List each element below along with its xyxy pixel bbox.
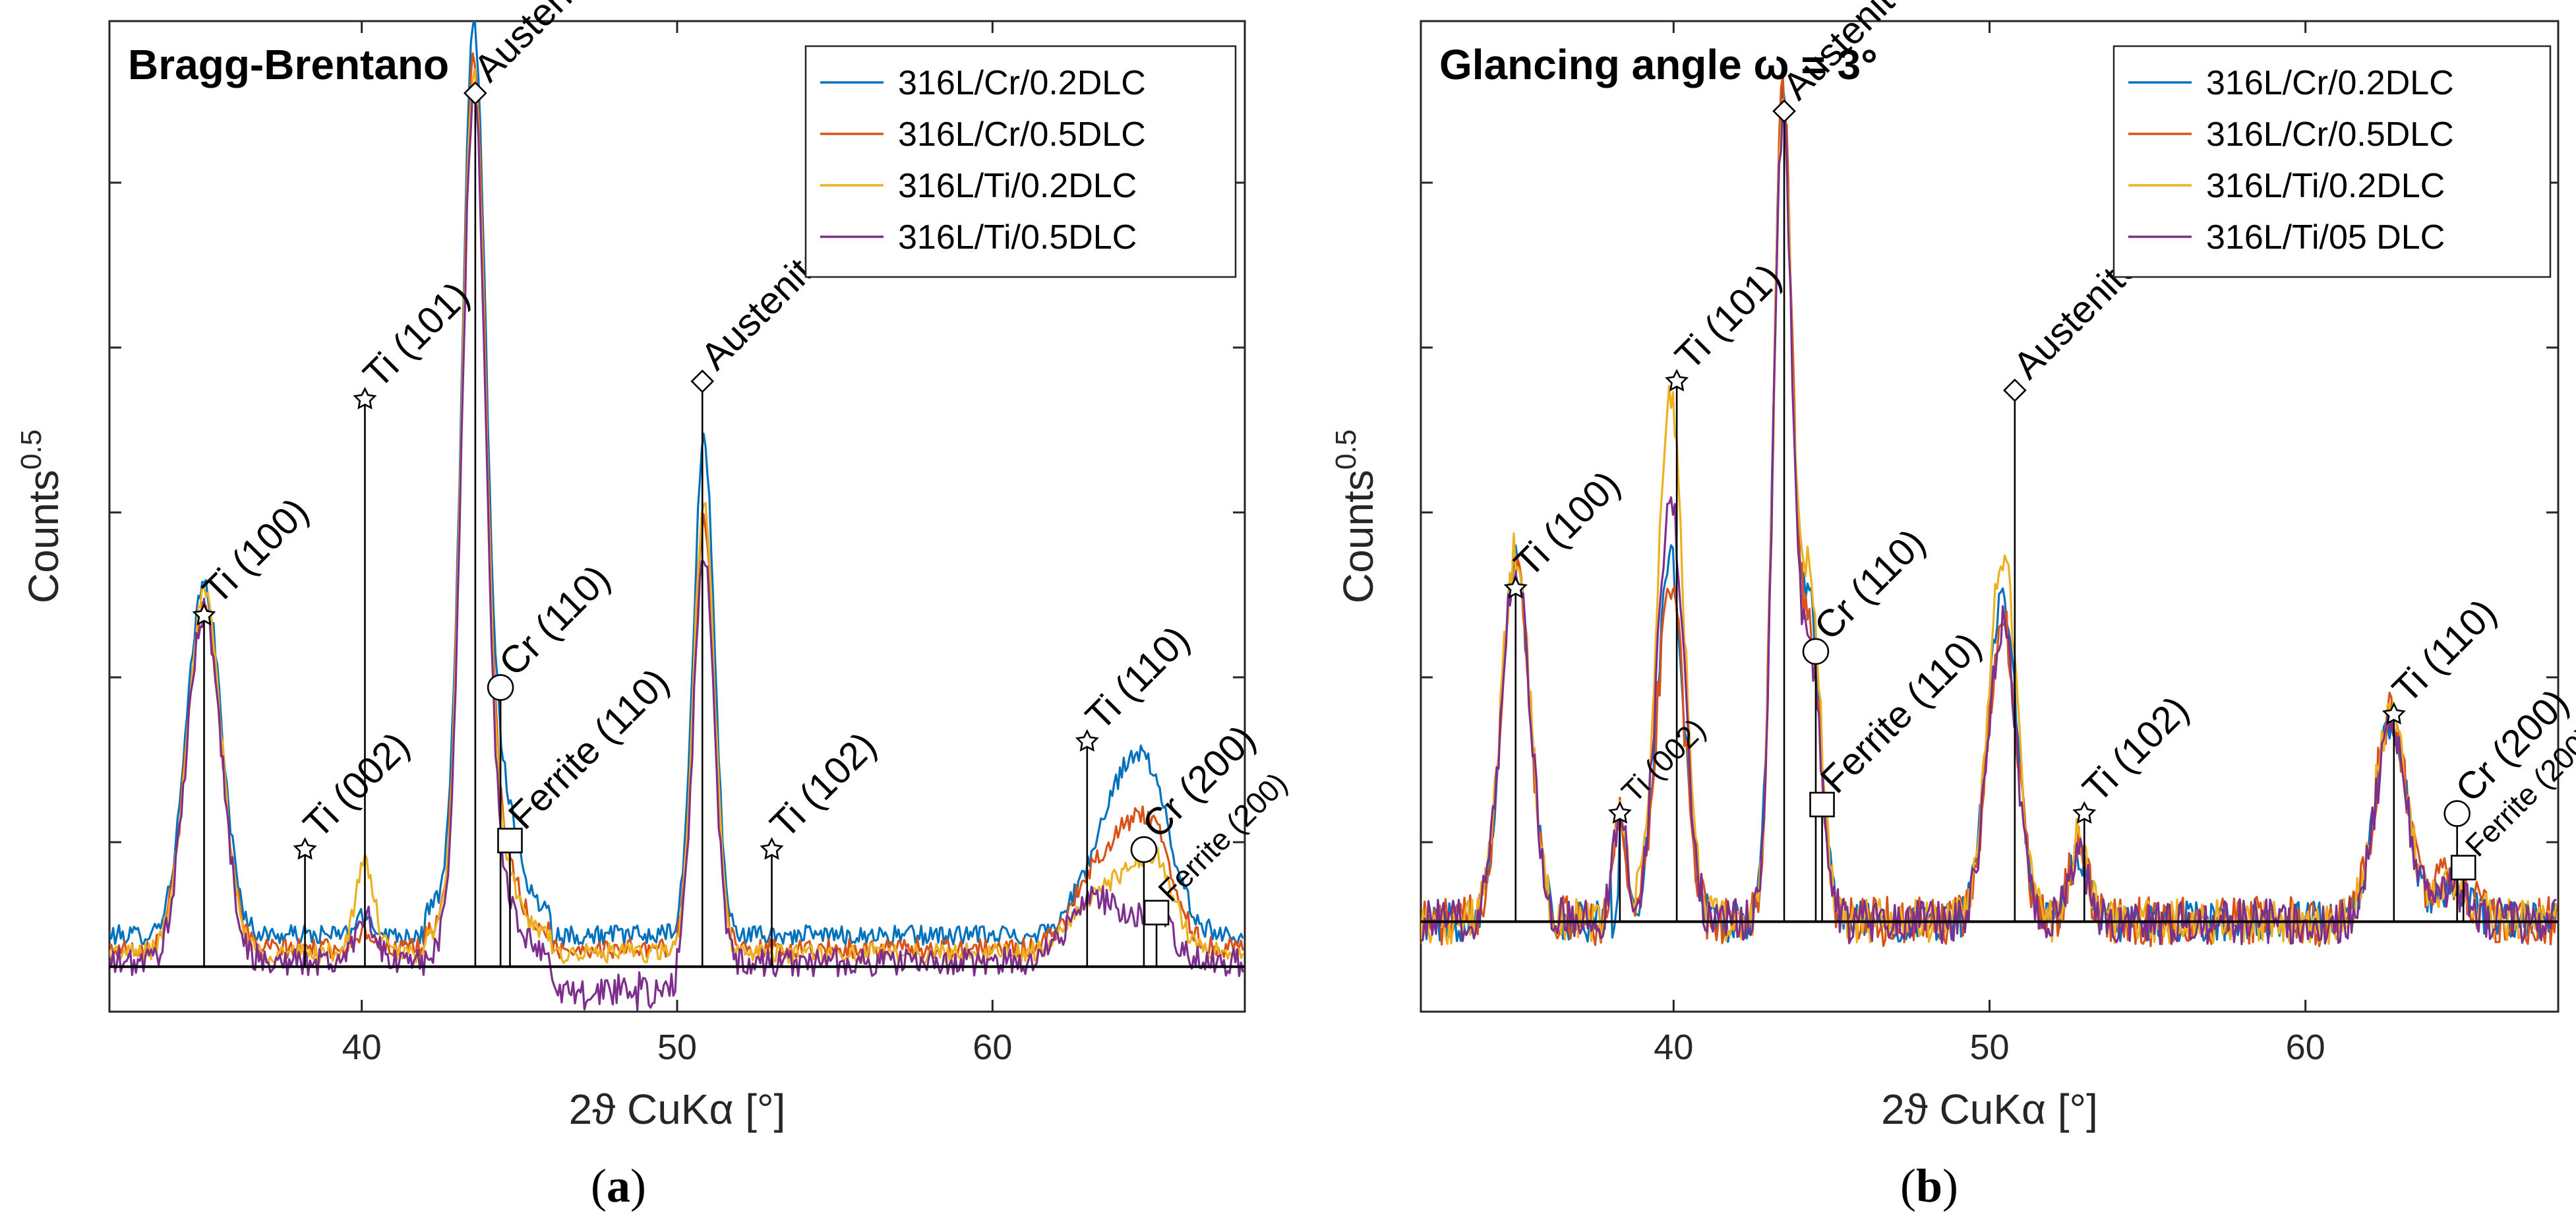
legend: 316L/Cr/0.2DLC 316L/Cr/0.5DLC 316L/Ti/0.2D… (804, 45, 1237, 278)
series-line-316l-ti-05-dlc (1421, 100, 2557, 946)
x-tick-label: 60 (2286, 1028, 2325, 1067)
circle-marker (2443, 800, 2471, 827)
legend-entry: 316L/Cr/0.2DLC (2206, 64, 2454, 102)
circle-marker (487, 674, 514, 701)
caption-open-paren: ( (1900, 1159, 1916, 1212)
star-marker (2072, 801, 2097, 824)
panel-caption-text: (a) (591, 1159, 646, 1212)
legend-entry: 316L/Cr/0.2DLC (898, 64, 1146, 102)
y-axis-label: Counts0.5 (15, 429, 67, 603)
legend-entry: 316L/Cr/0.5DLC (898, 115, 1146, 154)
panel-caption: (a) (591, 1159, 646, 1212)
square-marker (1809, 791, 1835, 818)
diamond-marker (2002, 378, 2027, 402)
caption-close-paren: ) (1942, 1159, 1958, 1212)
y-axis-label: Counts0.5 (1330, 429, 1382, 603)
square-marker (1143, 900, 1170, 926)
caption-letter: b (1916, 1159, 1942, 1212)
square-marker (2450, 855, 2476, 880)
star-marker (1503, 576, 1528, 599)
caption-open-paren: ( (591, 1159, 607, 1212)
legend-box (804, 45, 1237, 278)
star-marker (760, 837, 784, 860)
x-tick-label: 50 (1969, 1028, 2009, 1067)
diamond-marker (1772, 99, 1796, 123)
star-marker (353, 386, 377, 410)
panel-title: Glancing angle ω = 3° (1439, 41, 1878, 88)
circle-marker (1802, 638, 1830, 665)
x-tick-label: 60 (973, 1028, 1012, 1067)
x-tick-label: 40 (342, 1028, 382, 1067)
square-marker (497, 828, 523, 853)
panel-caption: (b) (1900, 1159, 1958, 1212)
x-tick-label: 50 (657, 1028, 697, 1067)
series-line-316l-ti-0-5dlc (109, 86, 1244, 1011)
x-axis-label: 2ϑ CuKα [°] (1881, 1086, 2098, 1133)
star-marker (293, 837, 317, 860)
star-marker (1075, 729, 1099, 752)
star-marker (192, 603, 216, 626)
caption-letter: a (607, 1159, 630, 1212)
legend-entry: 316L/Ti/0.2DLC (2206, 167, 2445, 205)
diamond-marker (690, 369, 715, 394)
x-axis-label: 2ϑ CuKα [°] (569, 1086, 786, 1133)
circle-marker (1130, 836, 1158, 863)
y-axis-label-exponent: 0.5 (1330, 429, 1362, 470)
legend-entry: 316L/Ti/0.2DLC (898, 167, 1137, 205)
star-marker (2381, 702, 2406, 725)
diamond-marker (464, 81, 487, 106)
panel-caption-text: (b) (1900, 1159, 1958, 1212)
legend-box (2112, 45, 2552, 278)
caption-close-paren: ) (630, 1159, 646, 1212)
y-axis-label-base: Counts (20, 470, 67, 603)
x-tick-label: 40 (1654, 1028, 1693, 1067)
legend-entry: 316L/Cr/0.5DLC (2206, 115, 2454, 154)
legend: 316L/Cr/0.2DLC 316L/Cr/0.5DLC 316L/Ti/0.2D… (2112, 45, 2552, 278)
y-axis-label-exponent: 0.5 (15, 429, 47, 470)
y-axis-label-base: Counts (1334, 470, 1382, 603)
panel-title: Bragg-Brentano (128, 41, 449, 88)
star-marker (1607, 801, 1632, 824)
star-marker (1665, 369, 1689, 392)
series-group (1421, 75, 2558, 948)
legend-entry: 316L/Ti/05 DLC (2206, 218, 2445, 257)
series-group (109, 21, 1244, 1011)
legend-entry: 316L/Ti/0.5DLC (898, 218, 1137, 257)
